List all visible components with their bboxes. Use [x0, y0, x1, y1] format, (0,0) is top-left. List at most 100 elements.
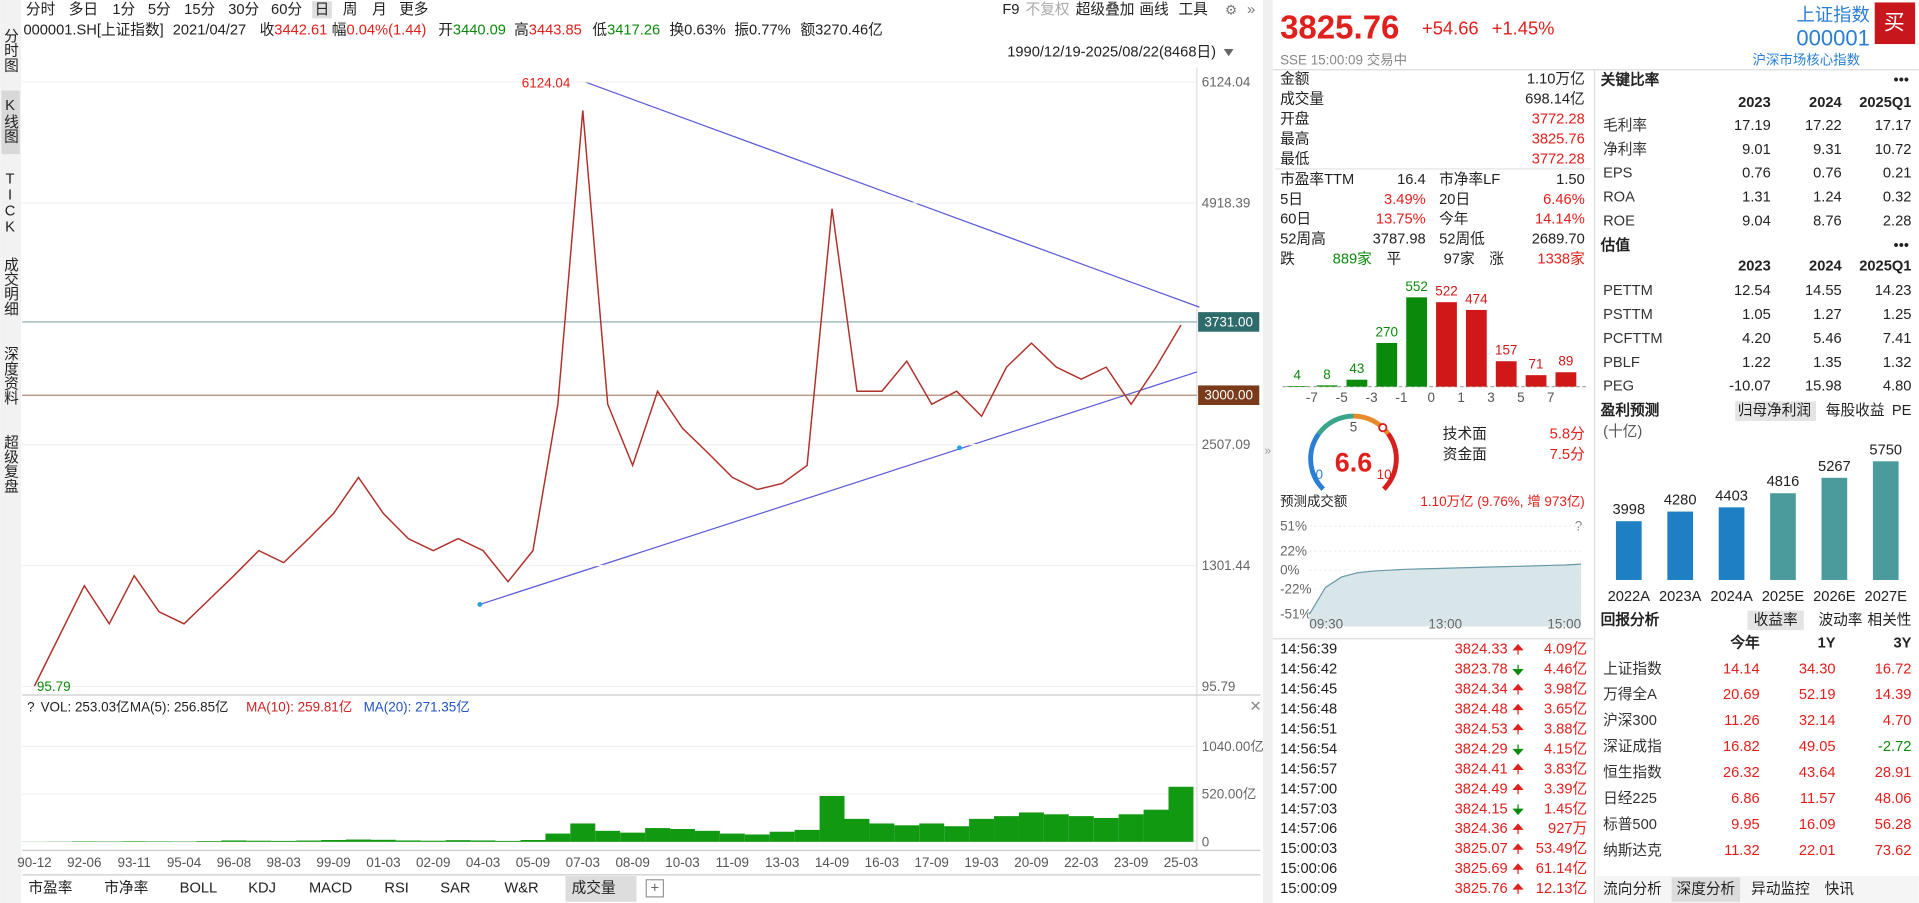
help-icon[interactable]: ? [27, 700, 34, 715]
indicator-tab[interactable]: 成交量 [572, 878, 616, 896]
date-range[interactable]: 1990/12/19-2025/08/22(8468日) [1007, 45, 1216, 61]
cell-value: 0.76 [1813, 166, 1842, 182]
gear-icon[interactable]: ⚙ [1225, 2, 1237, 17]
period-tab[interactable]: 周 [343, 1, 358, 18]
buy-button[interactable]: 买 [1884, 12, 1905, 35]
sidebar-bg [0, 0, 22, 903]
side-tab[interactable]: K线图 [2, 98, 18, 144]
returns-tab[interactable]: 波动率 [1818, 611, 1862, 628]
tick-time: 14:56:51 [1280, 721, 1337, 737]
bottom-tab[interactable]: 流向分析 [1603, 881, 1662, 898]
volume-bar [321, 839, 347, 842]
period-tab[interactable]: 1分 [112, 1, 135, 18]
x-tick-label: 02-09 [416, 855, 450, 870]
more-button[interactable]: ••• [1894, 73, 1909, 89]
period-tab[interactable]: 日 [315, 2, 330, 18]
period-tab[interactable]: 60分 [271, 1, 302, 18]
stat-label: 最低 [1280, 150, 1310, 167]
tool-button[interactable]: 超级叠加 [1076, 1, 1135, 18]
returns-tab[interactable]: 收益率 [1754, 611, 1798, 628]
indicator-tab[interactable]: W&R [504, 880, 538, 896]
cell-value: 9.31 [1813, 142, 1842, 158]
bottom-tab[interactable]: 快讯 [1825, 881, 1855, 898]
returns-tab[interactable]: 相关性 [1867, 611, 1911, 628]
cell-value: 2.28 [1883, 213, 1912, 229]
bottom-tab[interactable]: 异动监控 [1751, 881, 1810, 898]
earnings-tab[interactable]: 每股收益 [1826, 402, 1885, 419]
x-tick-label: 90-12 [17, 855, 51, 870]
volume-bar [819, 795, 845, 842]
period-tab[interactable]: 多日 [69, 1, 98, 18]
high-annotation: 6124.04 [522, 76, 571, 91]
bottom-tab[interactable]: 深度分析 [1677, 881, 1736, 898]
symbol: 000001.SH[上证指数] [23, 22, 163, 39]
side-tab[interactable]: 深度资料 [2, 346, 18, 405]
tool-button[interactable]: 工具 [1179, 2, 1209, 18]
side-tab[interactable]: 超级复盘 [2, 434, 18, 493]
side-tab[interactable]: TICK [2, 171, 18, 235]
index-subtitle[interactable]: 沪深市场核心指数 [1753, 51, 1861, 67]
period-tab[interactable]: 15分 [184, 1, 215, 18]
period-tab[interactable]: 更多 [399, 1, 428, 18]
tool-button[interactable]: F9 [1002, 2, 1019, 18]
info-label: 换 [670, 22, 685, 39]
more-button[interactable]: ••• [1894, 238, 1909, 254]
period-tab[interactable]: 30分 [228, 1, 259, 18]
indicator-tab[interactable]: RSI [384, 880, 408, 896]
y-tick-label: 0% [1280, 563, 1299, 578]
indicator-tab[interactable]: 市净率 [104, 879, 148, 896]
score-label: 技术面 [1443, 425, 1487, 442]
tick-volume: 3.98亿 [1544, 681, 1587, 698]
index-code: 000001 [1796, 25, 1869, 50]
volume-bar [395, 840, 421, 842]
period-tab[interactable]: 5分 [148, 1, 171, 18]
close-icon[interactable]: ✕ [1249, 699, 1261, 715]
stat-label: 52周低 [1439, 231, 1485, 248]
buy-button-bg[interactable] [1874, 2, 1916, 45]
x-tick-label: 11-09 [716, 855, 749, 870]
tool-button[interactable]: 不复权 [1026, 0, 1070, 18]
help-icon[interactable]: ? [1575, 519, 1582, 534]
info-value: 3417.26 [607, 23, 660, 39]
row-label: PCFTTM [1603, 331, 1663, 347]
tick-price: 3824.15 [1455, 801, 1508, 817]
x-tick-label: 13-03 [765, 855, 799, 870]
cell-value: 1.32 [1883, 355, 1912, 371]
collapse-arrow[interactable]: » [1264, 443, 1271, 457]
tick-price: 3824.41 [1455, 761, 1508, 777]
side-tab[interactable]: 分时图 [2, 28, 18, 72]
volume-bar [520, 839, 546, 842]
tick-volume: 53.49亿 [1536, 840, 1587, 857]
bar-value-label: 270 [1376, 324, 1398, 339]
volume-bar [271, 840, 297, 842]
add-tab[interactable] [645, 879, 665, 898]
gauge-arc [1381, 432, 1399, 491]
distribution-bar [1465, 309, 1487, 387]
info-label: 振 [734, 22, 749, 39]
cell-value: 16.82 [1723, 739, 1760, 755]
x-tick-label: 98-03 [267, 855, 301, 870]
indicator-tab[interactable]: BOLL [180, 880, 218, 896]
info-value: 0.77% [749, 23, 791, 39]
stat-value: 6.46% [1543, 192, 1585, 208]
info-value: 3270.46亿 [815, 22, 883, 39]
breadth-value: 97家 [1444, 250, 1475, 267]
tick-price: 3825.07 [1455, 841, 1508, 857]
indicator-tab[interactable]: 市盈率 [28, 879, 72, 896]
tool-button[interactable]: 画线 [1139, 1, 1169, 18]
indicator-tab[interactable]: SAR [440, 880, 470, 896]
x-tick-label: 5 [1517, 390, 1524, 405]
tick-volume: 3.83亿 [1544, 760, 1587, 777]
period-tab[interactable]: 分时 [26, 1, 56, 18]
earnings-tab[interactable]: PE [1892, 403, 1912, 419]
side-tab[interactable]: 成交明细 [2, 257, 18, 316]
indicator-tab[interactable]: MACD [309, 880, 352, 896]
earnings-tab[interactable]: 归母净利润 [1738, 402, 1811, 419]
period-tab[interactable]: 月 [372, 2, 387, 18]
indicator-tab[interactable]: KDJ [248, 880, 276, 896]
cell-value: 20.69 [1723, 687, 1760, 703]
volume-bar [645, 828, 671, 842]
cell-value: 0.76 [1742, 166, 1771, 182]
more-icon[interactable]: » [1247, 2, 1255, 18]
